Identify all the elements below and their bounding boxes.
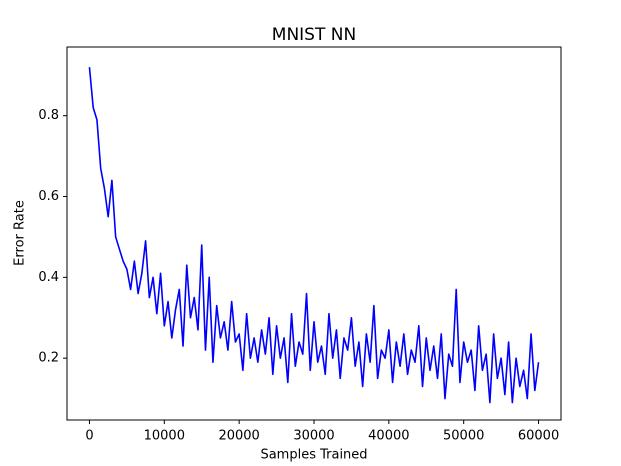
y-axis-label: Error Rate (13, 200, 28, 266)
x-axis-label: Samples Trained (260, 448, 367, 463)
x-tick-label: 50000 (443, 429, 484, 444)
plot-area: 0 10000 20000 30000 40000 50000 60000 0.2 0.4 0.6… (38, 67, 559, 444)
y-tick-label: 0.2 (38, 351, 59, 366)
x-tick-label: 20000 (218, 429, 259, 444)
x-tick-label: 30000 (293, 429, 334, 444)
y-tick-label: 0.4 (38, 270, 59, 285)
y-tick-label: 0.8 (38, 108, 59, 123)
x-tick-label: 0 (85, 429, 93, 444)
x-tick-label: 10000 (144, 429, 185, 444)
axes-frame (66, 46, 562, 421)
data-line (88, 67, 540, 404)
y-tick-label: 0.6 (38, 189, 59, 204)
x-tick-label: 60000 (518, 429, 559, 444)
chart-title: MNIST NN (272, 25, 356, 45)
x-tick-label: 40000 (368, 429, 409, 444)
